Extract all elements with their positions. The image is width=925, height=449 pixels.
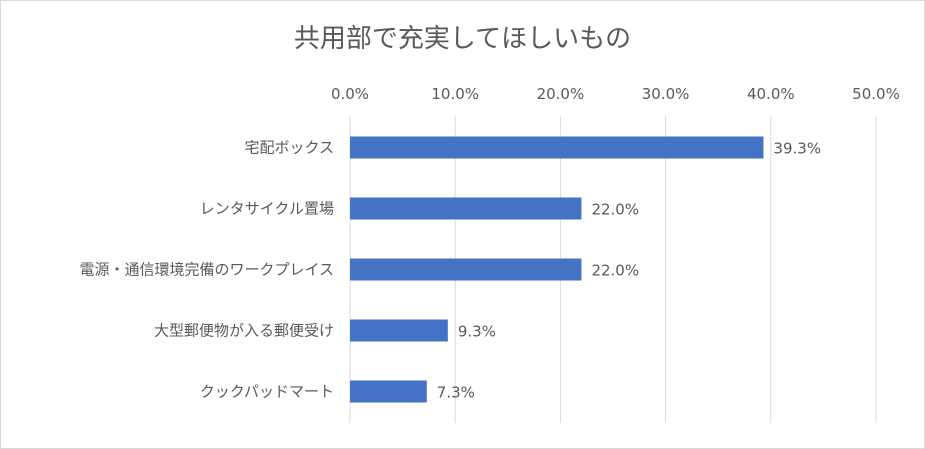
data-label: 9.3% (458, 323, 496, 341)
bar (350, 319, 448, 342)
x-tick-label: 10.0% (431, 85, 479, 103)
chart-title: 共用部で充実してほしいもの (293, 24, 632, 54)
bar (350, 197, 582, 220)
data-label: 22.0% (591, 262, 639, 280)
category-label: 電源・通信環境完備のワークプレイス (79, 261, 334, 279)
data-label: 39.3% (773, 140, 821, 158)
bar (350, 136, 764, 159)
x-tick-label: 50.0% (852, 85, 900, 103)
data-label: 22.0% (591, 201, 639, 219)
category-label: 大型郵便物が入る郵便受け (154, 322, 334, 340)
category-label: 宅配ボックス (244, 139, 334, 157)
category-label: クックパッドマート (200, 383, 334, 401)
category-label: レンタサイクル置場 (200, 200, 334, 218)
x-tick-label: 30.0% (642, 85, 690, 103)
x-tick-label: 40.0% (747, 85, 795, 103)
x-tick-label: 0.0% (331, 85, 369, 103)
x-tick-label: 20.0% (537, 85, 585, 103)
bar (350, 258, 582, 281)
data-label: 7.3% (437, 384, 475, 402)
bar (350, 380, 427, 403)
